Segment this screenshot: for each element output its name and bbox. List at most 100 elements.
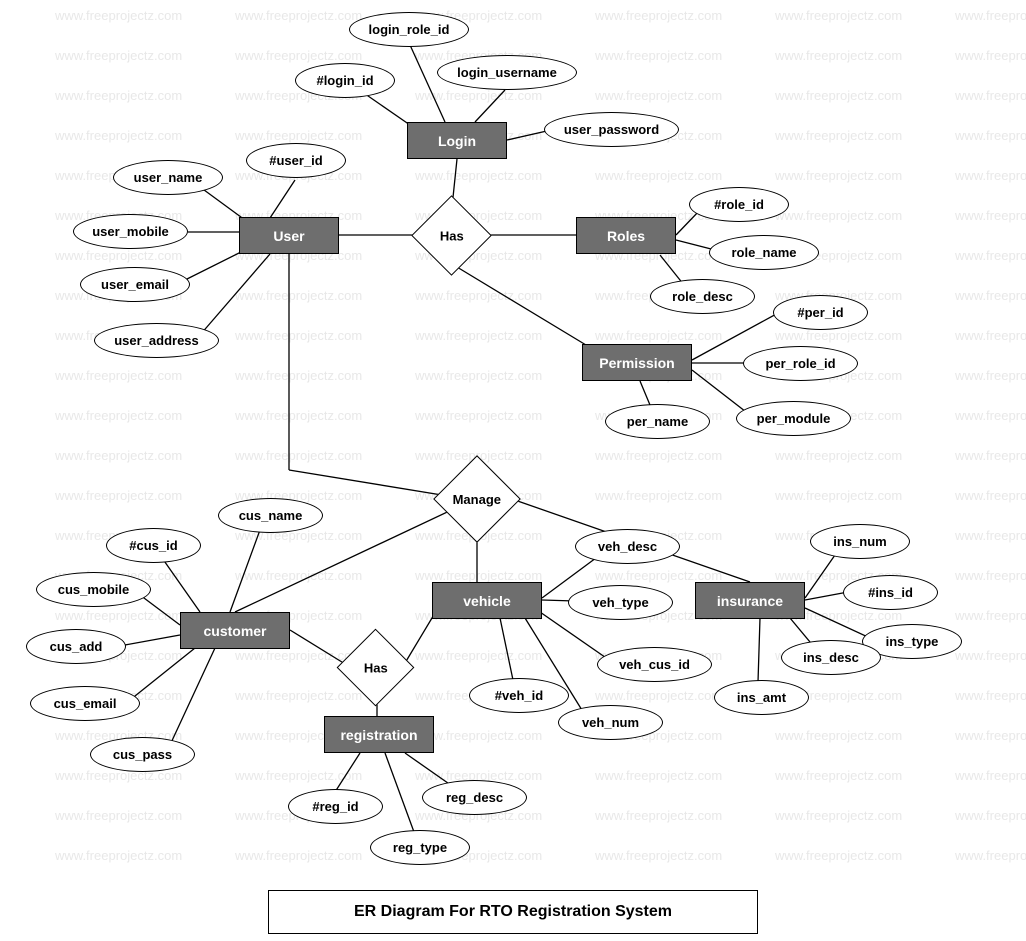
relationship-label: Manage (453, 492, 501, 507)
attribute-label: login_role_id (369, 22, 450, 37)
attribute-label: login_username (457, 65, 557, 80)
edge-line (140, 595, 180, 625)
attribute-label: #veh_id (495, 688, 543, 703)
attribute-cus_pass: cus_pass (90, 737, 195, 772)
attribute-label: #user_id (269, 153, 322, 168)
attribute-role_id: #role_id (689, 187, 789, 222)
edge-line (385, 753, 414, 832)
attribute-label: veh_desc (598, 539, 657, 554)
edge-line (452, 264, 586, 345)
attribute-label: veh_type (592, 595, 648, 610)
attribute-label: per_module (757, 411, 831, 426)
attribute-per_name: per_name (605, 404, 710, 439)
edge-line (805, 608, 870, 638)
attribute-veh_id: #veh_id (469, 678, 569, 713)
attribute-cus_add: cus_add (26, 629, 126, 664)
edge-line (289, 470, 454, 497)
attribute-label: role_name (731, 245, 796, 260)
attribute-user_mobile: user_mobile (73, 214, 188, 249)
attribute-ins_desc: ins_desc (781, 640, 881, 675)
attribute-user_password: user_password (544, 112, 679, 147)
attribute-user_address: user_address (94, 323, 219, 358)
entity-user: User (239, 217, 339, 254)
attribute-ins_amt: ins_amt (714, 680, 809, 715)
attribute-login_role_id: login_role_id (349, 12, 469, 47)
attribute-role_name: role_name (709, 235, 819, 270)
attribute-cus_name: cus_name (218, 498, 323, 533)
attribute-role_desc: role_desc (650, 279, 755, 314)
edge-line (270, 180, 295, 218)
edge-line (125, 635, 180, 645)
attribute-label: ins_num (833, 534, 886, 549)
attribute-label: cus_mobile (58, 582, 130, 597)
attribute-cus_email: cus_email (30, 686, 140, 721)
entity-label: User (273, 228, 304, 244)
entity-label: registration (340, 727, 417, 743)
attribute-label: reg_type (393, 840, 447, 855)
attribute-label: veh_cus_id (619, 657, 690, 672)
attribute-label: per_name (627, 414, 688, 429)
edge-line (200, 254, 270, 335)
entity-registration: registration (324, 716, 434, 753)
attribute-reg_id: #reg_id (288, 789, 383, 824)
attribute-user_email: user_email (80, 267, 190, 302)
attribute-label: user_name (134, 170, 203, 185)
entity-label: Roles (607, 228, 645, 244)
attribute-label: per_role_id (765, 356, 835, 371)
attribute-label: ins_amt (737, 690, 786, 705)
attribute-label: #per_id (797, 305, 843, 320)
entity-roles: Roles (576, 217, 676, 254)
attribute-login_username: login_username (437, 55, 577, 90)
attribute-label: user_address (114, 333, 199, 348)
entity-customer: customer (180, 612, 290, 649)
attribute-user_id: #user_id (246, 143, 346, 178)
diagram-title: ER Diagram For RTO Registration System (268, 890, 758, 934)
entity-insurance: insurance (695, 582, 805, 619)
attribute-label: #reg_id (312, 799, 358, 814)
edge-line (160, 555, 200, 612)
edge-line (230, 530, 260, 612)
attribute-label: #cus_id (129, 538, 177, 553)
attribute-login_id: #login_id (295, 63, 395, 98)
attribute-label: cus_add (50, 639, 103, 654)
attribute-label: #role_id (714, 197, 764, 212)
relationship-label: Has (440, 228, 464, 243)
edge-line (410, 45, 445, 122)
edge-line (692, 370, 750, 415)
entity-permission: Permission (582, 344, 692, 381)
entity-login: Login (407, 122, 507, 159)
attribute-label: #ins_id (868, 585, 913, 600)
attribute-per_id: #per_id (773, 295, 868, 330)
attribute-ins_id: #ins_id (843, 575, 938, 610)
entity-label: Login (438, 133, 476, 149)
attribute-label: user_mobile (92, 224, 169, 239)
edge-line (540, 612, 612, 662)
attribute-per_role_id: per_role_id (743, 346, 858, 381)
attribute-label: role_desc (672, 289, 733, 304)
attribute-label: ins_type (886, 634, 939, 649)
attribute-veh_cus_id: veh_cus_id (597, 647, 712, 682)
edge-line (335, 753, 360, 792)
attribute-veh_desc: veh_desc (575, 529, 680, 564)
edge-line (130, 648, 195, 700)
entity-vehicle: vehicle (432, 582, 542, 619)
attribute-user_name: user_name (113, 160, 223, 195)
edge-line (805, 592, 848, 600)
entity-label: customer (203, 623, 266, 639)
attribute-label: #login_id (316, 73, 373, 88)
edge-line (200, 187, 245, 220)
relationship-label: Has (364, 660, 388, 675)
edge-line (640, 381, 650, 405)
attribute-label: cus_name (239, 508, 303, 523)
attribute-per_module: per_module (736, 401, 851, 436)
attribute-veh_type: veh_type (568, 585, 673, 620)
attribute-label: user_email (101, 277, 169, 292)
attribute-cus_mobile: cus_mobile (36, 572, 151, 607)
attribute-reg_desc: reg_desc (422, 780, 527, 815)
entity-label: vehicle (463, 593, 510, 609)
attribute-label: cus_pass (113, 747, 172, 762)
attribute-reg_type: reg_type (370, 830, 470, 865)
attribute-label: ins_desc (803, 650, 859, 665)
attribute-label: user_password (564, 122, 659, 137)
attribute-label: veh_num (582, 715, 639, 730)
